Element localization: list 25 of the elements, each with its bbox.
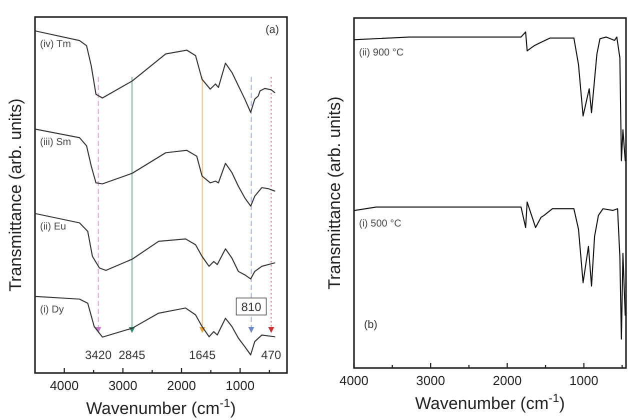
ref-line-label: 470 bbox=[261, 348, 282, 362]
ref-line-label: 3420 bbox=[84, 348, 112, 362]
series-label: (i) Dy bbox=[40, 304, 64, 316]
series-label: (iv) Tm bbox=[40, 39, 71, 50]
x-axis-title: Wavenumber (cm$^{-1}$) bbox=[415, 391, 565, 413]
x-tick-label: 1000 bbox=[569, 373, 598, 388]
x-tick-label: 3000 bbox=[108, 378, 138, 393]
series-label: (ii) 900 °C bbox=[359, 48, 404, 59]
x-axis-title: Wavenumber (cm$^{-1}$) bbox=[86, 396, 236, 418]
series-label: (iii) Sm bbox=[40, 137, 72, 148]
x-tick-label: 1000 bbox=[226, 378, 255, 393]
annotation: (b) bbox=[364, 319, 378, 331]
ref-line-label: 1645 bbox=[188, 348, 216, 362]
x-tick-label: 2000 bbox=[492, 373, 522, 388]
y-axis-title: Transmittance (arb. units) bbox=[6, 98, 25, 292]
annotation: (a) bbox=[266, 24, 279, 36]
series-label: (ii) Eu bbox=[40, 222, 66, 233]
ref-line-label: 810 bbox=[241, 300, 262, 314]
x-tick-label: 4000 bbox=[50, 378, 79, 393]
x-tick-label: 4000 bbox=[340, 373, 368, 388]
x-tick-label: 2000 bbox=[167, 378, 196, 393]
series-label: (i) 500 °C bbox=[359, 218, 402, 230]
x-tick-label: 3000 bbox=[416, 373, 446, 388]
ref-line-label: 2845 bbox=[118, 348, 146, 362]
y-axis-title: Transmittance (arb. units) bbox=[325, 96, 344, 290]
